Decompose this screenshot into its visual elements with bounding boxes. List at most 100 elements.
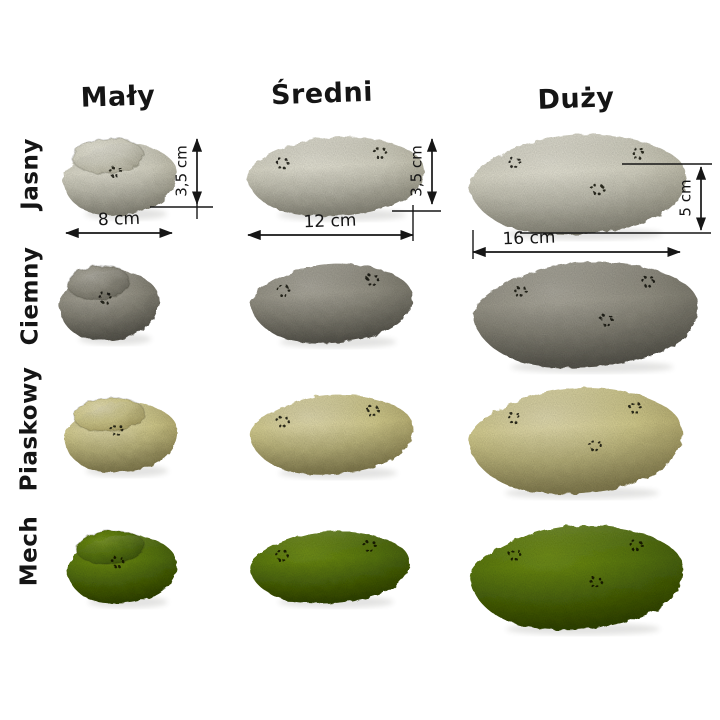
dot xyxy=(508,552,511,556)
bolt-hole-dots xyxy=(508,549,522,561)
stone-shading xyxy=(469,525,684,630)
width-dimension-label-sredni: 12 cm xyxy=(303,210,357,233)
dot xyxy=(631,539,635,543)
dot xyxy=(368,405,372,409)
bolt-hole-dots xyxy=(110,556,125,568)
dot xyxy=(509,420,513,424)
bolt-hole-dots xyxy=(109,424,124,436)
dot xyxy=(510,165,514,169)
dot xyxy=(375,275,378,278)
dot xyxy=(372,541,376,545)
dot xyxy=(597,192,601,196)
bolt-hole-dots xyxy=(276,415,290,428)
dot xyxy=(608,314,612,318)
stone-shading xyxy=(62,143,177,216)
dot xyxy=(368,282,372,286)
dot xyxy=(510,157,514,161)
stone-shading xyxy=(249,394,414,475)
dot xyxy=(366,408,369,412)
dot xyxy=(365,540,369,544)
dot xyxy=(517,158,521,161)
dot xyxy=(638,156,641,160)
stone-shading xyxy=(58,270,159,341)
bolt-hole-dots xyxy=(276,284,291,297)
dot xyxy=(277,550,281,553)
dot xyxy=(606,322,610,326)
dot xyxy=(640,148,644,152)
dot xyxy=(515,558,518,561)
dot xyxy=(631,150,634,154)
width-dimension-label-maly: 8 cm xyxy=(97,208,141,231)
dot xyxy=(593,183,597,187)
dot xyxy=(282,166,286,170)
dot xyxy=(108,168,112,172)
bolt-hole-dots xyxy=(275,550,289,562)
dot xyxy=(652,280,656,283)
dot xyxy=(630,402,634,405)
dot xyxy=(517,550,521,553)
dot xyxy=(98,295,101,298)
stone-piaskowy-maly xyxy=(63,396,178,473)
dot xyxy=(283,293,287,297)
dot xyxy=(109,296,112,299)
dot xyxy=(644,276,647,279)
dot xyxy=(633,156,637,159)
stone-shading xyxy=(250,263,413,344)
dimension-annotations xyxy=(65,138,712,259)
height-dimension-label-duzy: 5 cm xyxy=(676,179,695,217)
dot xyxy=(642,151,645,155)
dot xyxy=(633,147,637,151)
dot xyxy=(279,284,282,288)
dot xyxy=(111,174,114,178)
dot xyxy=(112,424,115,427)
dot xyxy=(597,440,601,444)
dot xyxy=(508,160,511,164)
bolt-hole-dots xyxy=(373,147,388,159)
height-dimension-label-maly: 3,5 cm xyxy=(172,145,191,197)
dot xyxy=(523,286,526,290)
dot xyxy=(513,289,517,292)
dot xyxy=(373,414,376,417)
dot xyxy=(592,576,595,580)
dot xyxy=(119,424,122,428)
dot xyxy=(510,557,514,561)
dot xyxy=(112,432,115,436)
dot xyxy=(278,415,282,419)
dot xyxy=(285,285,289,289)
dot xyxy=(519,161,522,165)
dot xyxy=(120,557,123,560)
dot xyxy=(375,406,379,409)
dot xyxy=(516,294,520,298)
dot xyxy=(600,581,604,584)
dot xyxy=(363,543,366,547)
dot xyxy=(516,286,520,289)
dot xyxy=(374,544,377,548)
dot xyxy=(376,147,380,151)
dot xyxy=(100,300,104,304)
dot xyxy=(285,416,289,420)
dot xyxy=(111,165,114,169)
bolt-hole-dots xyxy=(365,274,380,286)
dot xyxy=(119,170,123,173)
dot xyxy=(278,166,282,170)
dot xyxy=(510,549,514,553)
dot xyxy=(105,300,108,304)
dot xyxy=(373,150,377,154)
bolt-hole-dots xyxy=(513,286,528,298)
dot xyxy=(117,565,121,568)
dot xyxy=(591,440,594,443)
stone-ciemny-sredni xyxy=(250,263,413,344)
dot xyxy=(113,564,117,568)
dot xyxy=(383,148,386,151)
dot xyxy=(276,287,280,291)
dot xyxy=(276,418,279,422)
dot xyxy=(600,184,603,188)
bolt-hole-dots xyxy=(629,539,643,552)
dot xyxy=(279,293,282,296)
dot xyxy=(107,292,111,296)
bolt-hole-dots xyxy=(641,276,656,288)
column-header-duzy: Duży xyxy=(537,82,615,116)
stone-mech-duzy xyxy=(469,525,684,630)
